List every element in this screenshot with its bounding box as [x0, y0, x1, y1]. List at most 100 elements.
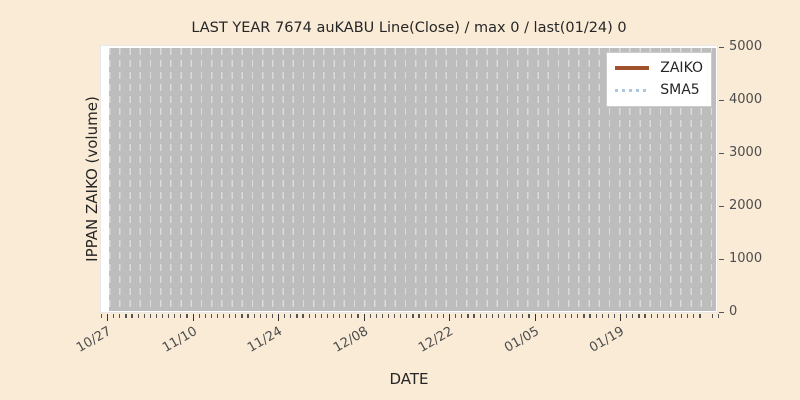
- x-tick-minor: [461, 314, 463, 318]
- x-tick-label: 01/05: [501, 324, 542, 356]
- x-tick-minor: [687, 314, 689, 318]
- x-tick-minor: [681, 314, 683, 318]
- x-tick-minor: [369, 314, 371, 318]
- y-tick-mark: [719, 259, 724, 261]
- x-tick-minor: [168, 314, 170, 318]
- x-axis-label: DATE: [389, 370, 429, 388]
- x-tick-minor: [406, 314, 408, 318]
- legend-label-sma5: SMA5: [660, 82, 700, 98]
- x-tick-minor: [656, 314, 658, 318]
- x-tick-minor: [662, 314, 664, 318]
- y-tick-label: 3000: [729, 145, 763, 160]
- y-axis-label: IPPAN ZAIKO (volume): [83, 96, 101, 262]
- x-tick-minor: [265, 314, 267, 318]
- x-tick-minor: [473, 314, 475, 318]
- y-tick-mark: [719, 47, 724, 49]
- x-tick-minor: [412, 314, 414, 318]
- y-tick-label: 2000: [729, 198, 763, 213]
- x-tick-minor: [503, 314, 506, 318]
- x-tick-minor: [497, 314, 500, 318]
- x-tick-minor: [430, 314, 432, 318]
- x-tick-minor: [198, 314, 200, 318]
- y-tick-label: 0: [729, 304, 738, 319]
- chart-legend[interactable]: ZAIKO SMA5: [606, 52, 712, 107]
- x-tick-minor: [149, 314, 151, 318]
- y-tick-mark: [719, 153, 724, 155]
- x-tick-minor: [326, 314, 329, 318]
- x-tick-minor: [381, 314, 383, 318]
- x-tick-minor: [638, 314, 640, 318]
- y-tick-label: 5000: [729, 39, 763, 54]
- x-tick-minor: [137, 314, 139, 318]
- x-tick-minor: [332, 314, 335, 318]
- x-tick-minor: [540, 314, 542, 318]
- x-tick-minor: [357, 314, 359, 318]
- x-tick-minor: [339, 314, 341, 318]
- x-tick-minor: [589, 314, 591, 318]
- x-tick-minor: [210, 314, 212, 318]
- legend-item-sma5[interactable]: SMA5: [615, 79, 703, 101]
- x-tick-minor: [296, 314, 298, 318]
- x-tick-minor: [174, 314, 176, 318]
- legend-swatch-zaiko-icon: [615, 66, 650, 70]
- x-tick-minor: [607, 314, 609, 318]
- y-tick-mark: [719, 312, 724, 314]
- x-tick-minor: [271, 314, 274, 318]
- plot-area: ZAIKO SMA5: [109, 48, 716, 311]
- x-tick-minor: [717, 314, 719, 318]
- x-tick-minor: [699, 314, 701, 318]
- x-tick-major: [107, 314, 109, 321]
- x-tick-minor: [155, 314, 158, 318]
- x-tick-minor: [583, 314, 585, 318]
- x-tick-minor: [351, 314, 353, 318]
- x-tick-label: 11/24: [245, 324, 285, 356]
- x-tick-minor: [571, 314, 573, 318]
- x-tick-minor: [375, 314, 377, 318]
- x-tick-label: 01/19: [587, 324, 627, 356]
- x-tick-minor: [113, 314, 115, 318]
- x-tick-minor: [552, 314, 554, 318]
- x-tick-major: [278, 314, 280, 321]
- x-tick-major: [192, 314, 194, 321]
- x-tick-minor: [345, 314, 347, 318]
- x-tick-minor: [320, 314, 322, 318]
- x-tick-label: 12/08: [330, 324, 371, 356]
- x-tick-label: 12/22: [416, 324, 456, 356]
- x-tick-minor: [650, 314, 652, 318]
- x-tick-minor: [455, 314, 457, 318]
- x-tick-minor: [302, 314, 304, 318]
- x-tick-minor: [143, 314, 145, 318]
- x-tick-minor: [644, 314, 646, 318]
- x-tick-minor: [595, 314, 597, 318]
- x-tick-minor: [180, 314, 182, 318]
- x-tick-major: [534, 314, 536, 321]
- x-tick-minor: [424, 314, 426, 318]
- x-tick-minor: [284, 314, 286, 318]
- x-tick-minor: [479, 314, 481, 318]
- x-tick-minor: [674, 314, 677, 318]
- x-tick-minor: [223, 314, 225, 318]
- x-tick-minor: [565, 314, 567, 318]
- x-tick-minor: [119, 314, 121, 318]
- x-tick-minor: [235, 314, 237, 318]
- x-tick-minor: [387, 314, 390, 318]
- legend-item-zaiko[interactable]: ZAIKO: [615, 57, 703, 79]
- x-tick-minor: [308, 314, 310, 318]
- legend-swatch-sma5-icon: [615, 88, 650, 92]
- x-tick-minor: [186, 314, 188, 318]
- x-tick-minor: [161, 314, 164, 318]
- x-tick-minor: [314, 314, 316, 318]
- x-tick-minor: [711, 314, 713, 318]
- x-tick-minor: [522, 314, 524, 318]
- x-tick-minor: [632, 314, 634, 318]
- x-tick-minor: [668, 314, 671, 318]
- x-tick-minor: [528, 314, 530, 318]
- x-tick-minor: [259, 314, 261, 318]
- x-tick-minor: [216, 314, 219, 318]
- plot-frame: ZAIKO SMA5: [100, 45, 718, 313]
- legend-label-zaiko: ZAIKO: [660, 60, 703, 76]
- x-tick-minor: [601, 314, 603, 318]
- x-tick-minor: [613, 314, 616, 318]
- x-tick-minor: [558, 314, 561, 318]
